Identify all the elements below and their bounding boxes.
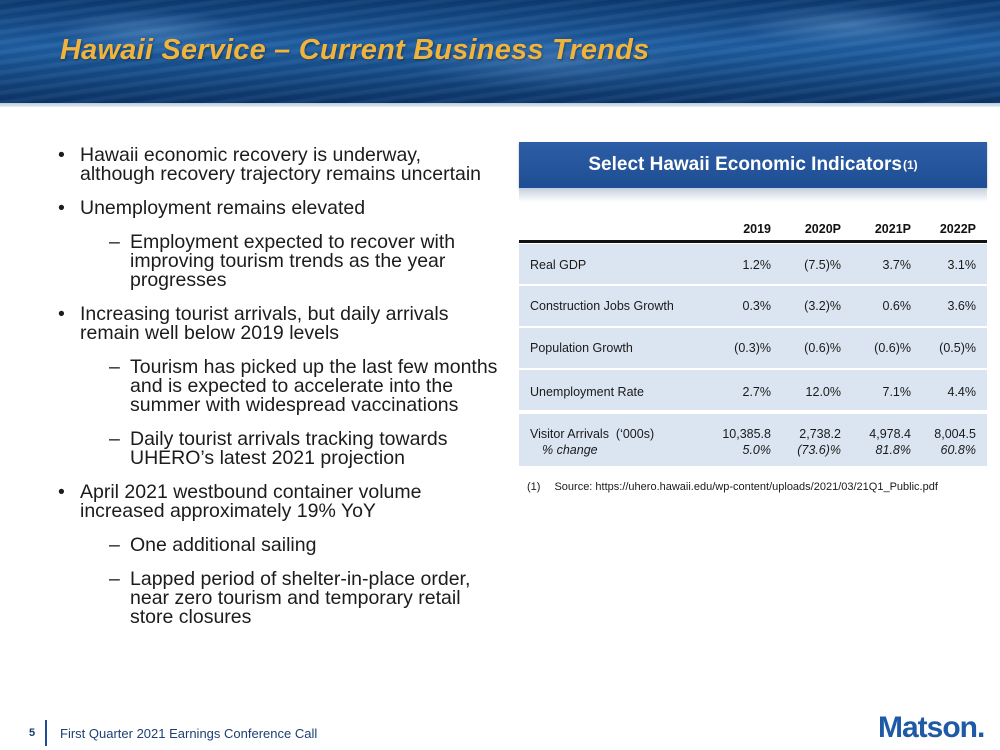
sub-bullet-item: – Tourism has picked up the last few mont… (58, 356, 498, 416)
bullet-list: • Hawaii economic recovery is underway, a… (58, 144, 498, 642)
row-label: Real GDP (530, 258, 587, 272)
table-title-shadow (519, 188, 987, 202)
dash-marker: – (109, 231, 120, 253)
column-header-2022p: 2022P (939, 222, 976, 236)
table-cell: (7.5)% (804, 258, 841, 272)
table-cell: 12.0% (805, 385, 841, 399)
bullet-text: Increasing tourist arrivals, but daily a… (80, 303, 449, 344)
column-header-2019: 2019 (743, 222, 771, 236)
row-label: Visitor Arrivals (‘000s) (530, 427, 655, 441)
bullet-item: • Hawaii economic recovery is underway, a… (58, 144, 498, 185)
table-cell: 8,004.5 (934, 427, 976, 441)
table-row: Construction Jobs Growth 0.3% (3.2)% 0.6… (519, 286, 987, 326)
table-subcell: (73.6)% (797, 443, 841, 457)
bullet-text: Lapped period of shelter-in-place order,… (130, 568, 471, 628)
dash-marker: – (109, 356, 120, 378)
table-cell: (0.6)% (804, 341, 841, 355)
table-cell: 1.2% (742, 258, 772, 272)
bullet-marker: • (58, 197, 65, 219)
table-title-text: Select Hawaii Economic Indicators (588, 154, 902, 175)
table-cell: 3.6% (947, 299, 977, 313)
header-divider (0, 103, 1000, 107)
table-cell: 7.1% (882, 385, 912, 399)
table-cell: 3.1% (947, 258, 977, 272)
table-title-footnote-ref: (1) (902, 158, 918, 172)
bullet-item: • April 2021 westbound container volume i… (58, 481, 498, 522)
sub-bullet-item: – One additional sailing (58, 534, 498, 556)
matson-logo: Matson. (878, 711, 985, 744)
table-row: Real GDP 1.2% (7.5)% 3.7% 3.1% (519, 244, 987, 284)
sub-bullet-item: – Daily tourist arrivals tracking towards… (58, 428, 498, 469)
header-banner (0, 0, 1000, 103)
table-cell: 3.7% (882, 258, 912, 272)
table-footnote: (1) Source: https://uhero.hawaii.edu/wp-c… (527, 481, 938, 493)
bullet-marker: • (58, 303, 65, 325)
sub-bullet-item: – Lapped period of shelter-in-place order… (58, 568, 498, 628)
table-cell: (0.3)% (734, 341, 771, 355)
table-row: Visitor Arrivals (‘000s) % change 10,385… (519, 414, 987, 466)
bullet-marker: • (58, 144, 65, 166)
column-header-2021p: 2021P (874, 222, 911, 236)
footnote-text: Source: https://uhero.hawaii.edu/wp-cont… (554, 481, 938, 493)
bullet-text: One additional sailing (130, 534, 317, 556)
table-row: Unemployment Rate 2.7% 12.0% 7.1% 4.4% (519, 370, 987, 410)
bullet-text: Unemployment remains elevated (80, 197, 366, 219)
bullet-item: • Unemployment remains elevated (58, 197, 498, 219)
table-cell: 2,738.2 (799, 427, 841, 441)
row-label: Unemployment Rate (530, 385, 644, 399)
footnote-number: (1) (527, 481, 541, 493)
row-label: Population Growth (530, 341, 633, 355)
dash-marker: – (109, 428, 120, 450)
row-sublabel: % change (542, 443, 598, 457)
table-subcell: 60.8% (940, 443, 976, 457)
page-title: Hawaii Service – Current Business Trends (60, 34, 650, 66)
table-cell: (3.2)% (804, 299, 841, 313)
table-cell: (0.6)% (874, 341, 911, 355)
table-row: Population Growth (0.3)% (0.6)% (0.6)% (… (519, 328, 987, 368)
table-cell: 10,385.8 (722, 427, 771, 441)
table-cell: 0.6% (882, 299, 912, 313)
dash-marker: – (109, 534, 120, 556)
table-cell: 4,978.4 (869, 427, 911, 441)
table-cell: 4.4% (947, 385, 977, 399)
bullet-text: Hawaii economic recovery is underway, al… (80, 144, 482, 185)
table-subcell: 5.0% (742, 443, 772, 457)
dash-marker: – (109, 568, 120, 590)
table-title: Select Hawaii Economic Indicators (1) (519, 142, 987, 188)
bullet-text: Employment expected to recover with impr… (130, 231, 456, 291)
table-cell: (0.5)% (939, 341, 976, 355)
table-column-headers: 2019 2020P 2021P 2022P (519, 214, 987, 240)
bullet-text: Daily tourist arrivals tracking towards … (130, 428, 448, 469)
footer-divider (45, 720, 47, 746)
bullet-marker: • (58, 481, 65, 503)
bullet-item: • Increasing tourist arrivals, but daily … (58, 303, 498, 344)
column-header-2020p: 2020P (804, 222, 841, 236)
bullet-text: April 2021 westbound container volume in… (80, 481, 422, 522)
table-header-rule (519, 240, 987, 243)
row-label: Construction Jobs Growth (530, 299, 674, 313)
table-subcell: 81.8% (875, 443, 911, 457)
sub-bullet-item: – Employment expected to recover with imp… (58, 231, 498, 291)
bullet-text: Tourism has picked up the last few month… (130, 356, 498, 416)
table-cell: 2.7% (742, 385, 772, 399)
page-number: 5 (29, 727, 36, 739)
footer-text: First Quarter 2021 Earnings Conference C… (60, 726, 318, 741)
table-cell: 0.3% (742, 299, 772, 313)
